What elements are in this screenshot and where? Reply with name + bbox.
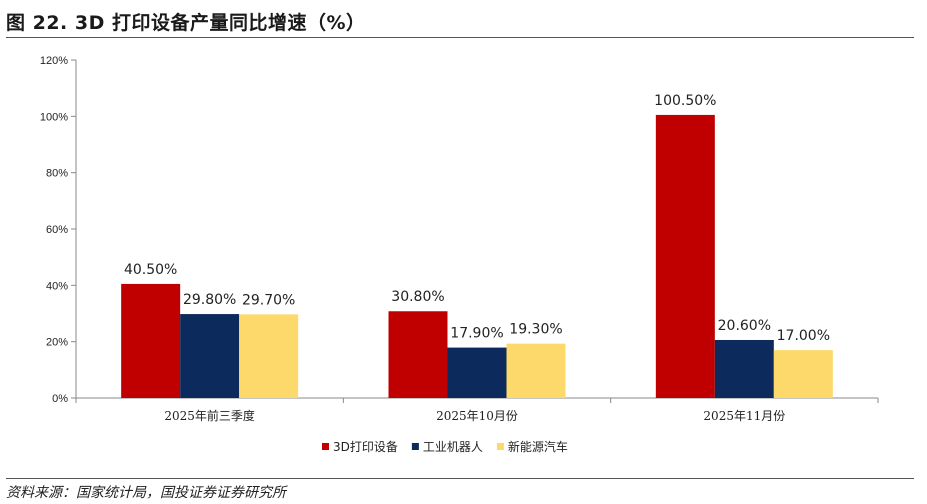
bar [773, 350, 833, 398]
bar [180, 314, 240, 398]
legend-swatch [496, 443, 504, 450]
bar-series [121, 114, 833, 399]
data-label: 29.70% [242, 292, 295, 308]
y-tick-label: 0% [52, 393, 68, 405]
y-tick-label: 40% [46, 280, 68, 292]
legend-label: 工业机器人 [423, 440, 483, 454]
x-category-label: 2025年11月份 [703, 409, 785, 423]
data-label: 17.90% [450, 326, 503, 342]
legend-swatch [411, 443, 419, 450]
legend-label: 3D打印设备 [333, 440, 398, 454]
y-tick-label: 100% [40, 111, 68, 123]
y-tick-label: 60% [46, 224, 68, 236]
bar [239, 314, 299, 398]
data-label: 29.80% [183, 292, 236, 308]
bar [655, 114, 715, 399]
y-tick-label: 120% [40, 55, 68, 67]
figure-title: 图 22. 3D 打印设备产量同比增速（%） [6, 12, 366, 34]
legend-swatch [322, 443, 329, 450]
source-note: 资料来源：国家统计局，国投证券证券研究所 [6, 485, 286, 501]
y-tick-label: 20% [46, 337, 68, 349]
bar [388, 311, 448, 398]
legend: 3D打印设备 工业机器人 新能源汽车 [322, 439, 568, 454]
y-axis: 0% 20% 40% 60% 80% 100% 120% [40, 55, 77, 405]
data-label: 40.50% [124, 262, 177, 278]
bar [714, 339, 774, 398]
x-axis: 2025年前三季度 2025年10月份 2025年11月份 [75, 397, 879, 423]
x-category-label: 2025年前三季度 [164, 408, 255, 423]
data-label: 20.60% [718, 318, 771, 334]
source-divider [6, 478, 914, 479]
bar [447, 347, 507, 398]
data-label: 17.00% [777, 328, 830, 344]
bar-chart: 0% 20% 40% 60% 80% 100% 120% 2025年前三季度 2025年10月… [40, 55, 879, 454]
title-divider [6, 37, 914, 38]
data-label: 19.30% [509, 322, 562, 338]
bar [121, 283, 181, 398]
data-labels: 40.50% 29.80% 29.70% 30.80% 17.90% 19.30% 100.… [124, 93, 830, 344]
legend-label: 新能源汽车 [508, 439, 568, 454]
y-tick-label: 80% [46, 168, 68, 180]
bar [506, 343, 566, 398]
data-label: 30.80% [391, 289, 444, 305]
data-label: 100.50% [654, 93, 716, 109]
x-category-label: 2025年10月份 [436, 409, 518, 423]
